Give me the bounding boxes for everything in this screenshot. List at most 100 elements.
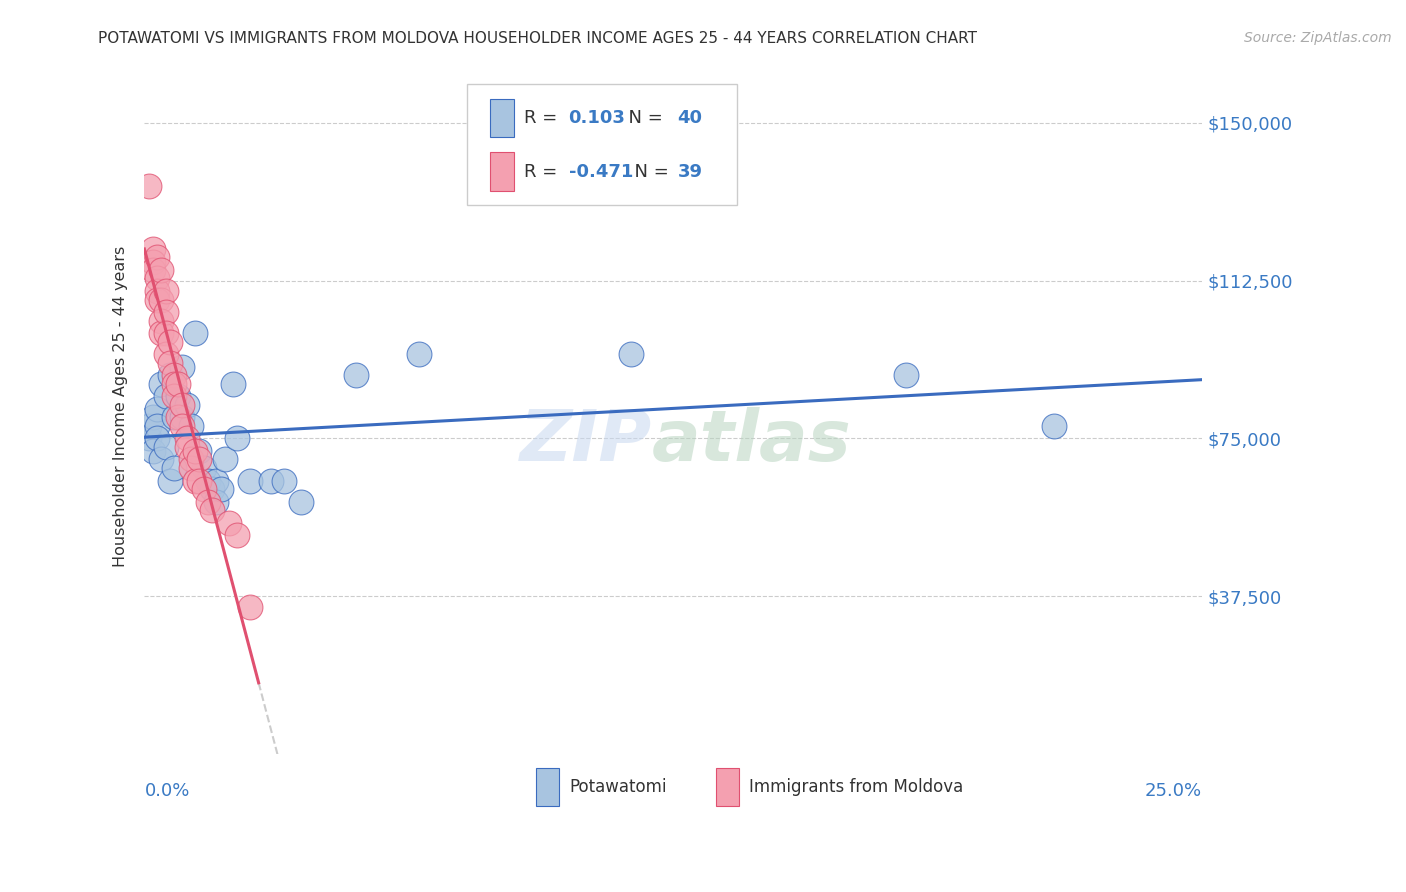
Point: [184, 444, 207, 458]
Point: [138, 418, 160, 433]
Point: [163, 461, 186, 475]
Point: [209, 482, 232, 496]
Point: [188, 444, 211, 458]
Text: 0.0%: 0.0%: [145, 782, 190, 800]
Text: Source: ZipAtlas.com: Source: ZipAtlas.com: [1244, 31, 1392, 45]
Text: POTAWATOMI VS IMMIGRANTS FROM MOLDOVA HOUSEHOLDER INCOME AGES 25 - 44 YEARS CORR: POTAWATOMI VS IMMIGRANTS FROM MOLDOVA HO…: [98, 31, 977, 46]
Point: [142, 254, 165, 268]
Point: [226, 528, 249, 542]
Point: [172, 410, 194, 425]
Point: [193, 461, 215, 475]
Point: [193, 482, 215, 496]
Point: [197, 494, 219, 508]
Point: [620, 347, 643, 361]
Text: 0.103: 0.103: [568, 109, 626, 127]
Point: [201, 482, 224, 496]
Text: 39: 39: [678, 162, 703, 180]
Point: [146, 432, 169, 446]
Point: [218, 516, 240, 530]
Point: [155, 440, 177, 454]
Point: [150, 293, 173, 307]
Point: [142, 242, 165, 256]
Point: [150, 263, 173, 277]
Point: [205, 494, 228, 508]
Point: [167, 389, 190, 403]
Point: [159, 474, 181, 488]
Point: [167, 410, 190, 425]
Point: [180, 461, 202, 475]
Point: [163, 376, 186, 391]
Point: [172, 398, 194, 412]
Point: [138, 178, 160, 193]
Point: [260, 474, 283, 488]
Point: [184, 474, 207, 488]
Point: [226, 432, 249, 446]
Text: -0.471: -0.471: [568, 162, 633, 180]
Point: [239, 474, 262, 488]
Point: [344, 368, 367, 383]
Point: [146, 418, 169, 433]
Point: [155, 305, 177, 319]
Point: [222, 376, 245, 391]
Point: [159, 356, 181, 370]
Text: ZIP: ZIP: [520, 407, 652, 476]
Point: [155, 389, 177, 403]
Point: [159, 368, 181, 383]
Point: [894, 368, 917, 383]
Text: N =: N =: [623, 162, 673, 180]
FancyBboxPatch shape: [536, 768, 560, 806]
Text: 40: 40: [678, 109, 703, 127]
Point: [167, 376, 190, 391]
Point: [184, 326, 207, 341]
Point: [155, 347, 177, 361]
Point: [138, 432, 160, 446]
Point: [146, 401, 169, 416]
Point: [146, 251, 169, 265]
FancyBboxPatch shape: [467, 84, 737, 205]
Point: [197, 474, 219, 488]
FancyBboxPatch shape: [716, 768, 740, 806]
Point: [146, 284, 169, 298]
Point: [205, 474, 228, 488]
Point: [150, 313, 173, 327]
Point: [163, 410, 186, 425]
Y-axis label: Householder Income Ages 25 - 44 years: Householder Income Ages 25 - 44 years: [114, 246, 128, 567]
Text: atlas: atlas: [652, 407, 852, 476]
Point: [176, 440, 198, 454]
Point: [176, 432, 198, 446]
Point: [214, 452, 236, 467]
Point: [155, 326, 177, 341]
Point: [142, 410, 165, 425]
Text: N =: N =: [617, 109, 669, 127]
Point: [180, 418, 202, 433]
Point: [408, 347, 430, 361]
Point: [201, 503, 224, 517]
Text: R =: R =: [524, 109, 564, 127]
Point: [188, 474, 211, 488]
Point: [150, 376, 173, 391]
Point: [150, 452, 173, 467]
Text: Potawatomi: Potawatomi: [569, 778, 666, 797]
Point: [146, 271, 169, 285]
Point: [142, 444, 165, 458]
Point: [172, 359, 194, 374]
Point: [188, 452, 211, 467]
Text: Immigrants from Moldova: Immigrants from Moldova: [749, 778, 963, 797]
Point: [176, 398, 198, 412]
Point: [163, 368, 186, 383]
Point: [1043, 418, 1066, 433]
Text: R =: R =: [524, 162, 564, 180]
Point: [159, 334, 181, 349]
Point: [180, 452, 202, 467]
FancyBboxPatch shape: [491, 99, 513, 136]
Point: [172, 418, 194, 433]
Text: 25.0%: 25.0%: [1144, 782, 1202, 800]
Point: [146, 293, 169, 307]
Point: [155, 284, 177, 298]
Point: [273, 474, 295, 488]
Point: [290, 494, 312, 508]
Point: [163, 389, 186, 403]
FancyBboxPatch shape: [491, 153, 513, 191]
Point: [150, 326, 173, 341]
Point: [239, 599, 262, 614]
